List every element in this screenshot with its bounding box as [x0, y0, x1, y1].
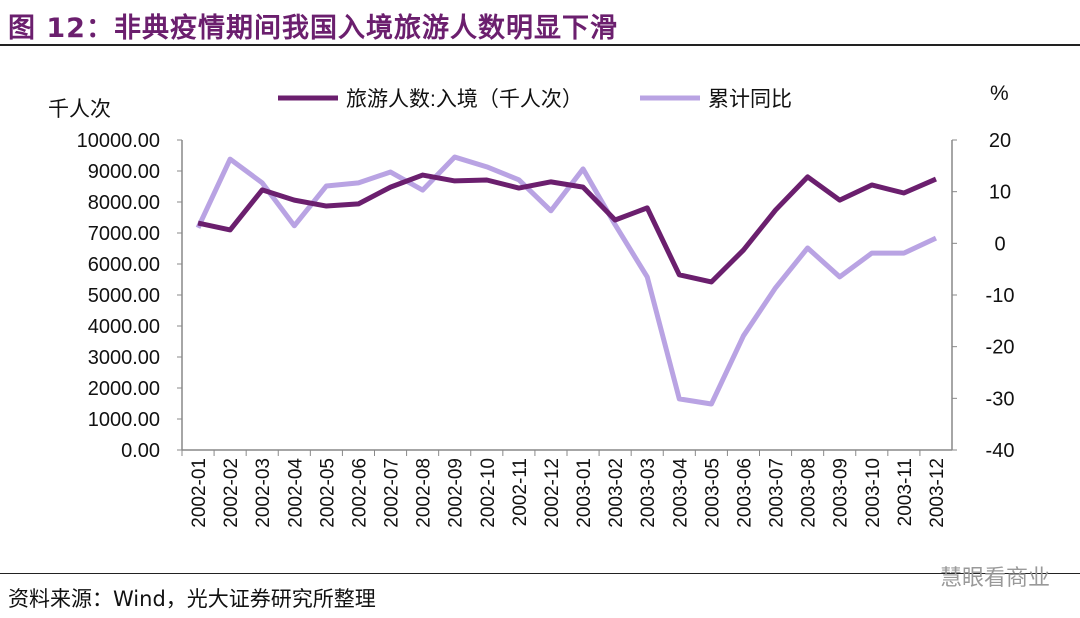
x-tick-label: 2003-12	[927, 458, 948, 528]
x-tick-label: 2002-06	[349, 458, 370, 528]
y2-axis-label: %	[990, 82, 1009, 105]
y-tick-label: 8000.00	[88, 192, 160, 214]
x-tick-label: 2003-09	[831, 458, 852, 528]
x-tick-label: 2002-10	[478, 458, 499, 528]
x-tick-label: 2002-02	[221, 458, 242, 528]
series-line-1	[195, 154, 938, 407]
y-tick-label: 1000.00	[88, 409, 160, 431]
x-tick-label: 2003-04	[670, 458, 691, 528]
y-tick-label: 6000.00	[88, 254, 160, 276]
y-tick-label: 10000.00	[77, 130, 160, 152]
y2-tick-label: -10	[986, 285, 1015, 307]
title-rule	[0, 44, 1080, 46]
source-rule	[0, 573, 1080, 574]
y2-tick-label: 0	[994, 233, 1005, 255]
y2-tick-label: 20	[989, 130, 1011, 152]
series-line-0	[197, 172, 937, 285]
x-tick-label: 2002-03	[253, 458, 274, 528]
figure-title: 图 12：非典疫情期间我国入境旅游人数明显下滑	[8, 13, 618, 44]
y2-tick-label: -20	[986, 337, 1015, 359]
x-tick-label: 2003-02	[606, 458, 627, 528]
x-tick-label: 2003-10	[863, 458, 884, 528]
x-tick-label: 2002-08	[414, 458, 435, 528]
y-tick-label: 0.00	[121, 440, 160, 462]
chart: 0.00 1000.00 2000.00 3000.00 4000.00 5000.00 6…	[48, 82, 1015, 528]
x-tick-label: 2002-11	[510, 458, 531, 526]
source-note: 资料来源：Wind，光大证券研究所整理	[8, 587, 376, 611]
legend-label-1: 累计同比	[708, 88, 792, 111]
y2-tick-label: 10	[989, 182, 1011, 204]
x-tick-label: 2002-12	[542, 458, 563, 528]
x-tick-label: 2002-07	[382, 458, 403, 528]
y-tick-label: 2000.00	[88, 378, 160, 400]
x-tick-label: 2002-04	[285, 458, 306, 528]
x-tick-label: 2002-09	[446, 458, 467, 528]
x-tick-label: 2002-01	[189, 458, 210, 528]
x-tick-label: 2003-01	[574, 458, 595, 528]
y-axis-label: 千人次	[48, 98, 111, 121]
x-tick-label: 2003-05	[702, 458, 723, 528]
y2-tick-label: -30	[986, 388, 1015, 410]
x-tick-label: 2003-07	[767, 458, 788, 528]
y-tick-label: 9000.00	[88, 161, 160, 183]
watermark: 慧眼看商业	[939, 566, 1050, 591]
y-tick-label: 5000.00	[88, 285, 160, 307]
y2-tick-label: -40	[986, 440, 1015, 462]
x-tick-label: 2003-08	[799, 458, 820, 528]
legend-label-0: 旅游人数:入境（千人次）	[346, 88, 583, 111]
x-tick-label: 2003-03	[638, 458, 659, 528]
x-tick-label: 2003-06	[734, 458, 755, 528]
y-tick-label: 4000.00	[88, 316, 160, 338]
x-tick-label: 2003-11	[895, 458, 916, 526]
y-tick-label: 3000.00	[88, 347, 160, 369]
y-tick-label: 7000.00	[88, 223, 160, 245]
x-tick-label: 2002-05	[317, 458, 338, 528]
